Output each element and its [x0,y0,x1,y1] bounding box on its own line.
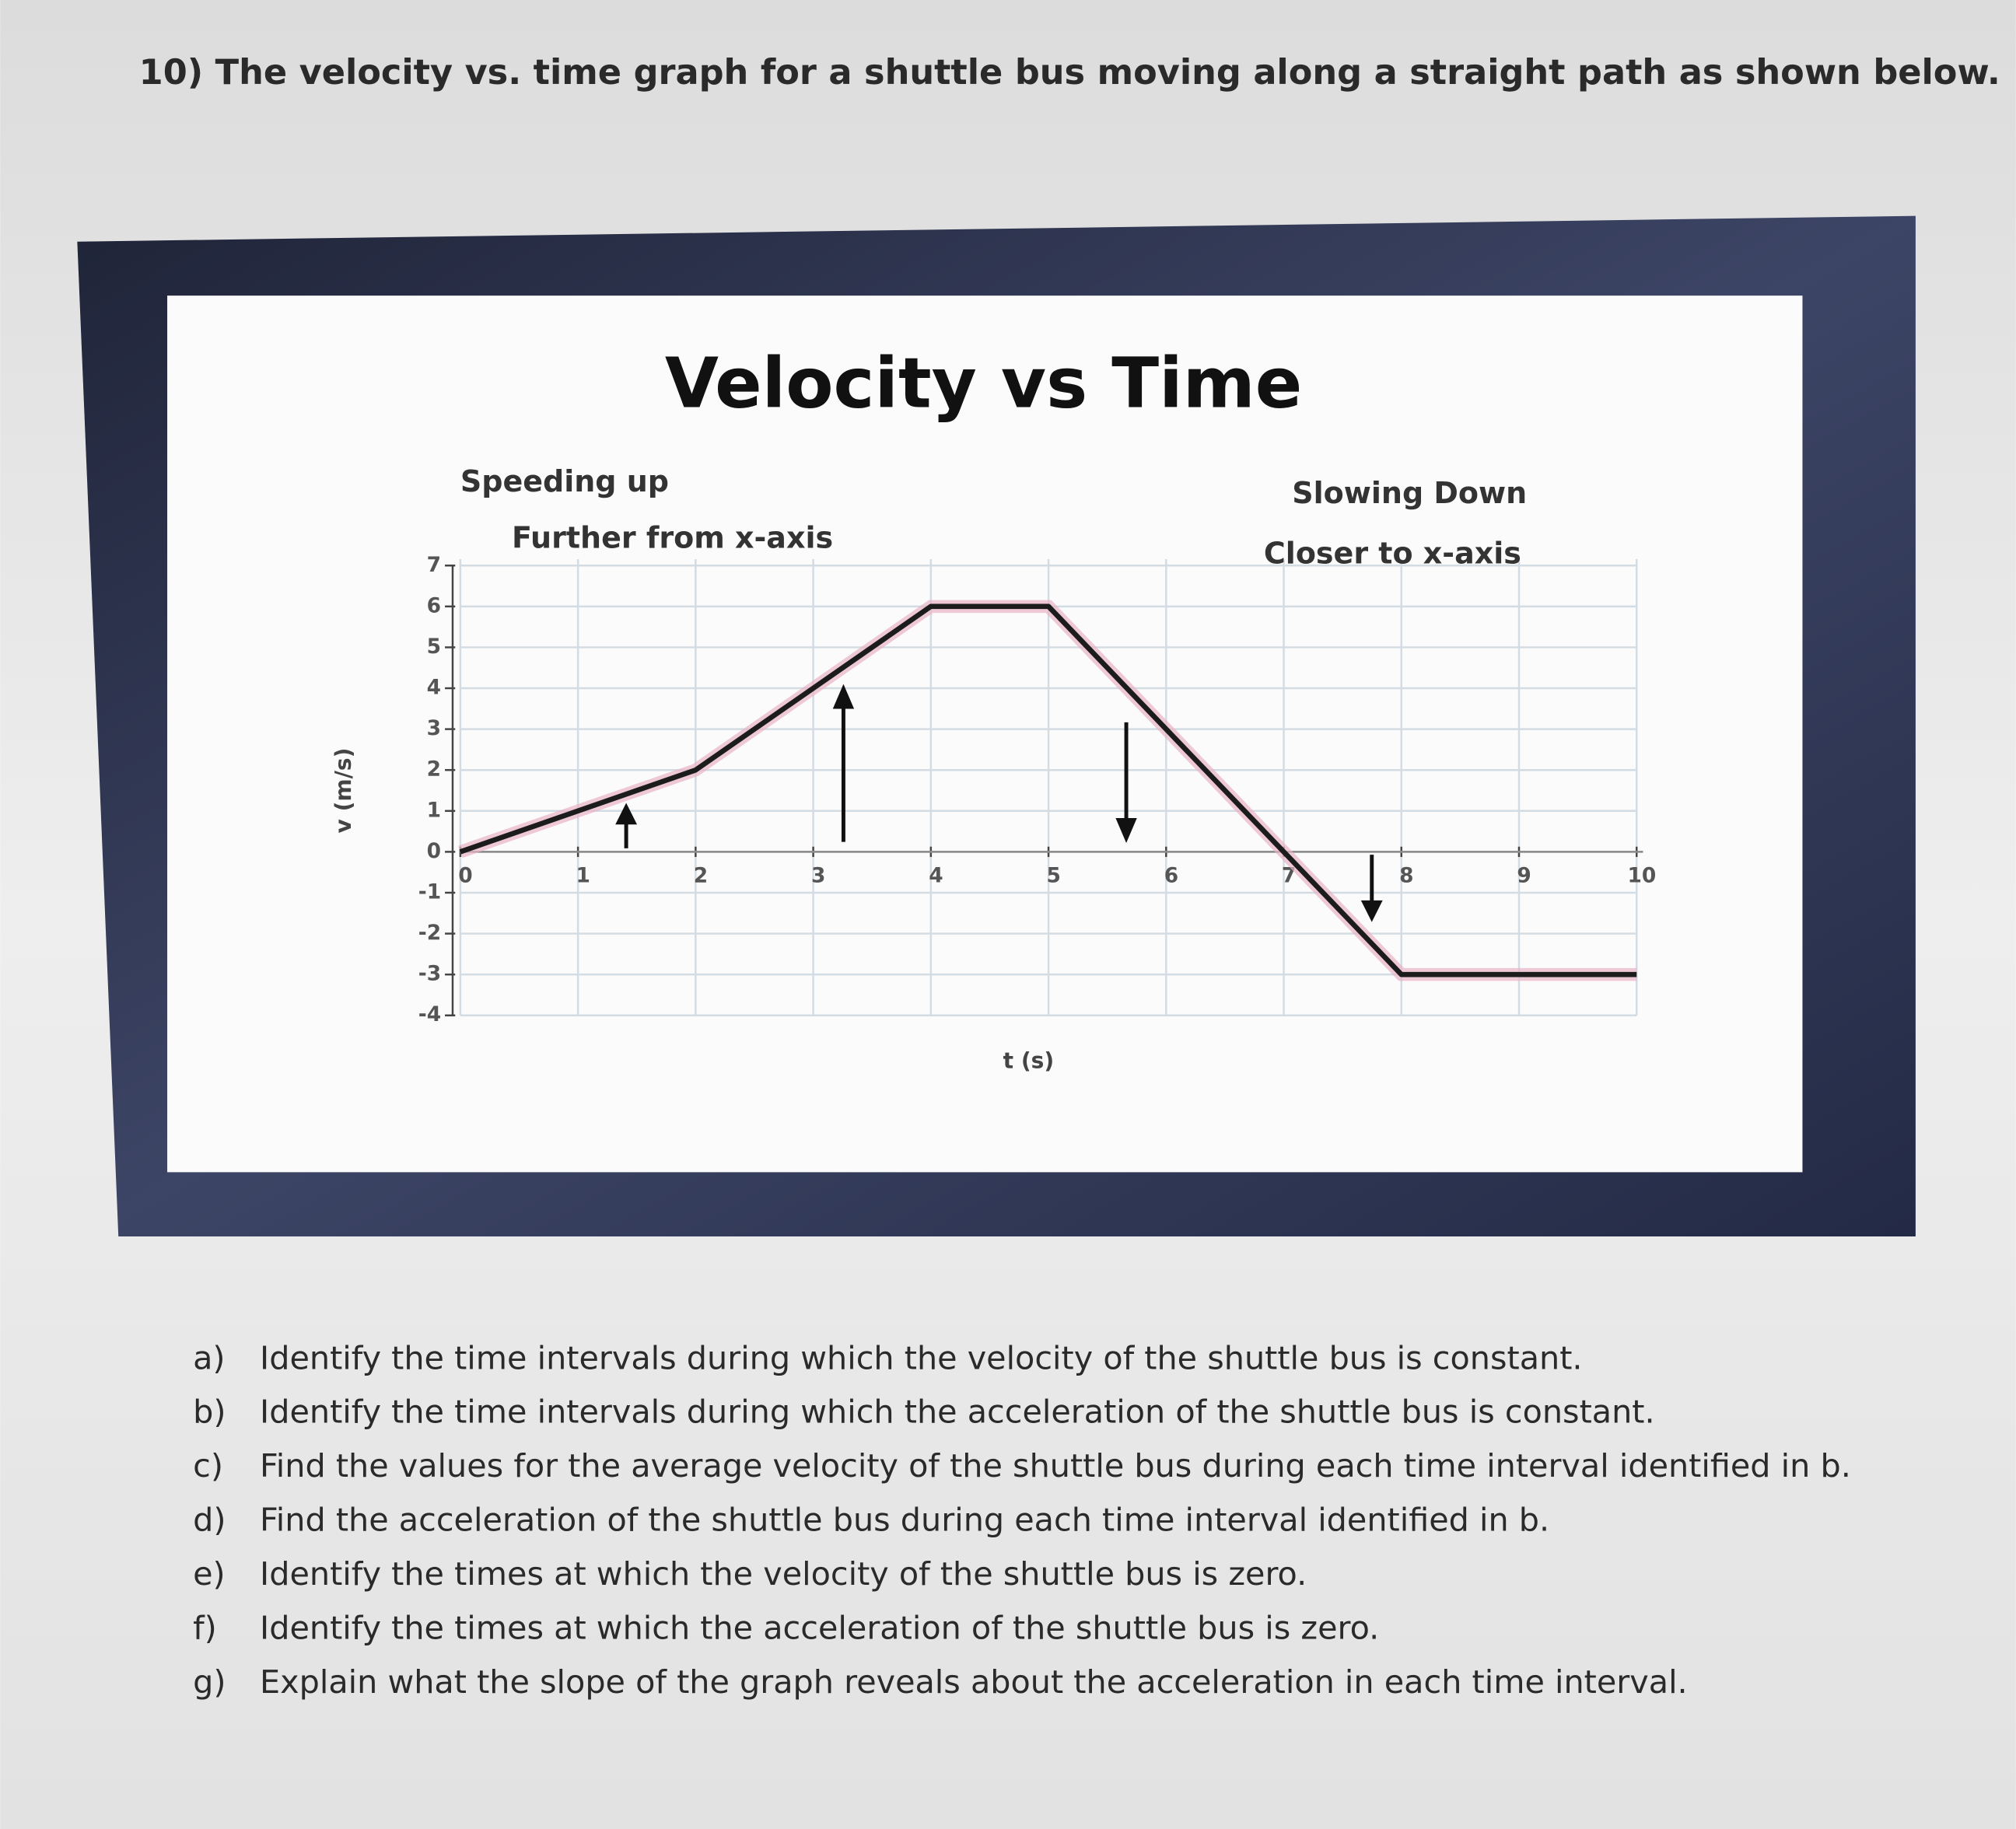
question-label: f) [193,1609,217,1647]
x-tick-label: 10 [1627,863,1656,887]
question-text: Find the acceleration of the shuttle bus… [260,1501,1550,1539]
question: a) Identify the time intervals during whi… [193,1331,1890,1385]
questions: a) Identify the time intervals during whi… [193,1331,1890,1709]
question: d) Find the acceleration of the shuttle b… [193,1494,1890,1547]
question: f) Identify the times at which the accele… [193,1601,1890,1655]
x-tick-label: 4 [929,863,943,887]
chart-panel [167,296,1803,1173]
annotation: Slowing Down [1292,476,1527,510]
annotation: Speeding up [460,464,669,498]
question-label: d) [193,1501,226,1539]
y-tick-label: 4 [427,676,441,700]
question-label: g) [193,1663,226,1701]
y-tick-label: 1 [427,798,441,822]
question-list: a) Identify the time intervals during whi… [193,1331,1890,1709]
x-tick-label: 9 [1517,863,1531,887]
question-text: Identify the time intervals during which… [260,1339,1583,1377]
question-label: e) [193,1554,226,1593]
y-tick-label: -1 [418,880,441,904]
velocity-line [459,603,1637,977]
y-tick-label: -3 [418,962,441,986]
question-label: c) [193,1447,223,1485]
y-tick-label: 2 [427,757,441,782]
y-tick-label: 5 [427,635,441,659]
annotation: Closer to x-axis [1264,537,1521,571]
annotation: Further from x-axis [512,521,833,555]
x-tick-label: 2 [694,863,708,887]
y-axis-label: v (m/s) [331,748,356,834]
y-tick-label: 7 [427,553,441,577]
y-tick-label: 3 [427,716,441,740]
x-tick-label: 0 [458,863,472,887]
question-text: Identify the times at which the velocity… [260,1554,1307,1593]
arrows [615,684,1383,922]
question-text: Identify the time intervals during which… [260,1393,1655,1431]
question-title: 10) The velocity vs. time graph for a sh… [139,52,2000,93]
x-tick-label: 6 [1164,863,1178,887]
chart-title: Velocity vs Time [665,344,1302,425]
question: c) Find the values for the average veloci… [193,1439,1890,1493]
y-tick-label: -4 [418,1002,441,1026]
question-label: a) [193,1339,226,1377]
y-tick-label: -2 [418,921,441,945]
question-text: Identify the times at which the accelera… [260,1609,1380,1647]
question: b) Identify the time intervals during whi… [193,1386,1890,1439]
x-tick-label: 5 [1046,863,1060,887]
question: g) Explain what the slope of the graph re… [193,1656,1890,1709]
x-axis-label: t (s) [1003,1047,1055,1073]
x-tick-label: 3 [811,863,825,887]
question-label: b) [193,1393,226,1431]
question-text: Explain what the slope of the graph reve… [260,1663,1688,1701]
y-tick-label: 6 [427,593,441,617]
x-tick-label: 1 [576,863,590,887]
question: e) Identify the times at which the veloci… [193,1547,1890,1601]
question-text: Find the values for the average velocity… [260,1447,1851,1485]
x-tick-label: 8 [1399,863,1413,887]
y-tick-label: 0 [427,839,441,863]
